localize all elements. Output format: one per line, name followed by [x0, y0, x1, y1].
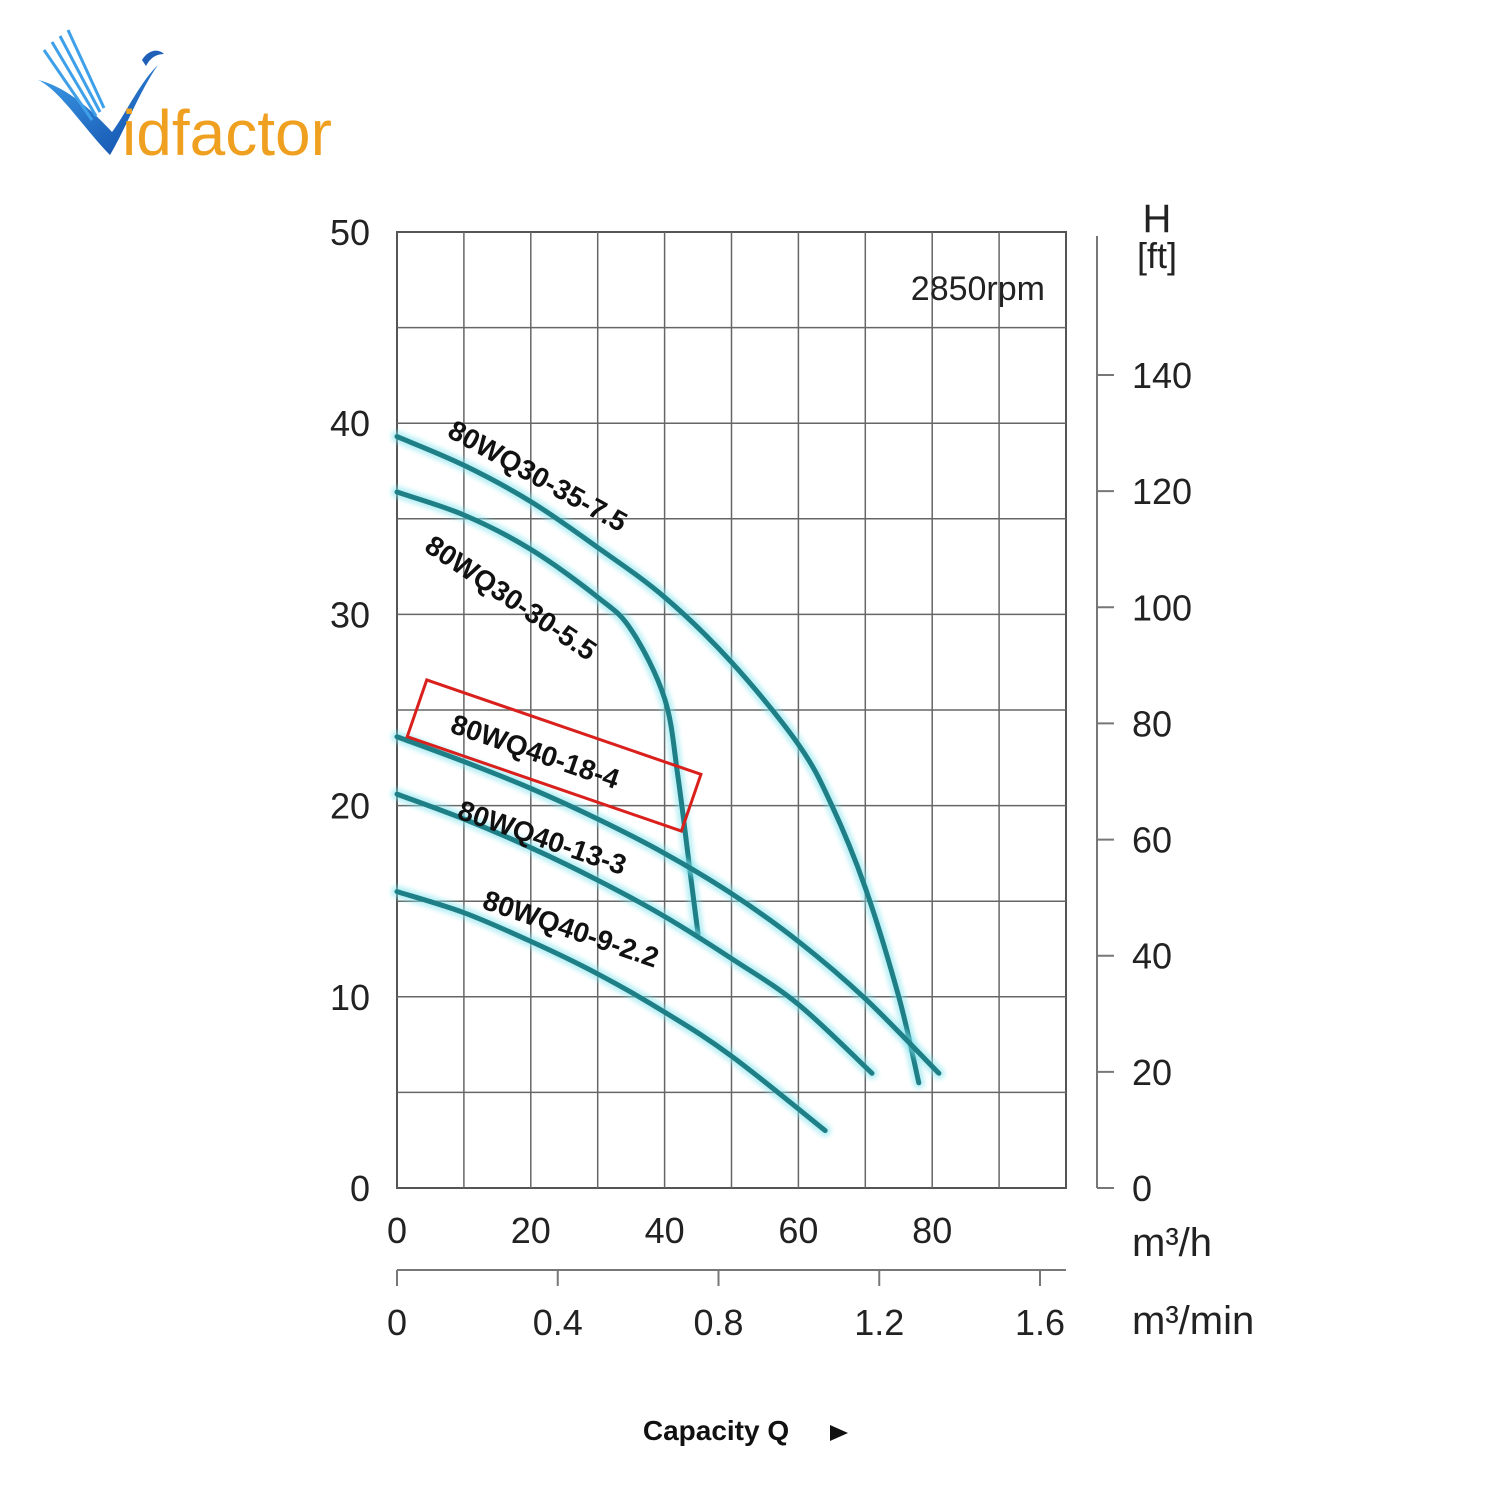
x2-tick-label: 1.6	[1015, 1302, 1065, 1343]
curve-glow-80wq40-18-4	[391, 730, 945, 1080]
right-axis-unit-ft: [ft]	[1137, 235, 1177, 276]
x-axis-unit-m3h: m³/h	[1132, 1221, 1212, 1265]
x2-tick-label: 1.2	[854, 1302, 904, 1343]
x-tick-label: 0	[387, 1210, 407, 1251]
x-tick-label: 40	[645, 1210, 685, 1251]
x2-tick-label: 0.8	[693, 1302, 743, 1343]
vidfactor-logo: idfactor	[38, 29, 332, 169]
x2-tick-label: 0.4	[533, 1302, 583, 1343]
right-y-tick-label: 100	[1132, 587, 1192, 628]
x-axis-title: Capacity Q	[643, 1415, 789, 1446]
right-axis-title-h: H	[1143, 197, 1172, 241]
curve-80wq40-18-4	[394, 734, 942, 1076]
y-tick-label: 50	[330, 212, 370, 253]
speed-annotation: 2850rpm	[911, 270, 1045, 308]
logo-v-mark	[38, 29, 164, 155]
curve-80wq30-35-7-5	[394, 434, 922, 1086]
logo-text: idfactor	[122, 97, 332, 169]
curve-80wq30-30-5-5	[394, 489, 701, 937]
curve-80wq40-9-2-2	[394, 889, 828, 1134]
x2-tick-label: 0	[387, 1302, 407, 1343]
x2-axis-unit-m3min: m³/min	[1132, 1299, 1254, 1343]
y-tick-label: 10	[330, 977, 370, 1018]
right-y-tick-label: 120	[1132, 471, 1192, 512]
y-tick-label: 0	[350, 1168, 370, 1209]
right-y-tick-label: 80	[1132, 703, 1172, 744]
y-tick-label: 30	[330, 594, 370, 635]
right-y-tick-label: 0	[1132, 1168, 1152, 1209]
right-y-tick-label: 140	[1132, 355, 1192, 396]
x-axis-title-arrow-icon	[830, 1425, 848, 1441]
performance-curves	[391, 430, 945, 1137]
highlight-box-rect	[405, 678, 703, 833]
curve-label-80wq30-30-5-5: 80WQ30-30-5.5	[420, 529, 602, 666]
x-tick-label: 60	[778, 1210, 818, 1251]
grid	[396, 231, 1067, 1189]
highlight-box	[405, 678, 703, 833]
x-tick-label: 20	[511, 1210, 551, 1251]
right-y-tick-label: 20	[1132, 1052, 1172, 1093]
right-y-tick-label: 40	[1132, 936, 1172, 977]
y-tick-label: 40	[330, 403, 370, 444]
x-tick-label: 80	[912, 1210, 952, 1251]
y-tick-label: 20	[330, 786, 370, 827]
curve-label-80wq40-13-3: 80WQ40-13-3	[454, 794, 630, 881]
right-y-tick-label: 60	[1132, 820, 1172, 861]
axes: 0 10 20 30 40 50 0 20 40 60 80 0 20 40 60 80 100 120 140 0 0…	[330, 212, 1192, 1343]
curve-80wq40-13-3	[394, 791, 875, 1076]
